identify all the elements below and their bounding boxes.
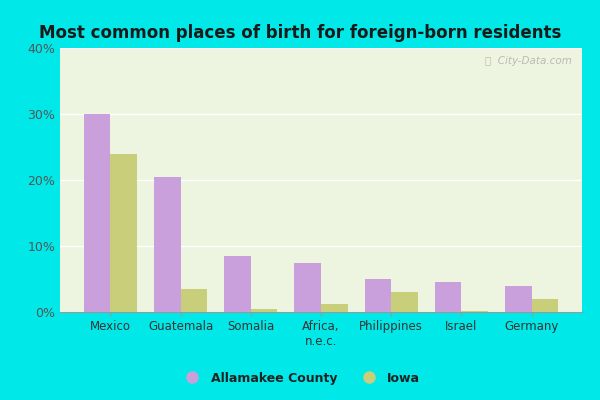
Bar bbox=[461, 311, 488, 312]
Bar bbox=[321, 304, 347, 312]
Bar bbox=[391, 292, 418, 312]
Bar bbox=[154, 177, 181, 312]
Bar bbox=[224, 256, 251, 312]
Bar bbox=[110, 154, 137, 312]
Bar bbox=[84, 114, 110, 312]
Legend: Allamakee County, Iowa: Allamakee County, Iowa bbox=[175, 367, 425, 390]
Text: ⓘ  City-Data.com: ⓘ City-Data.com bbox=[485, 56, 572, 66]
Bar bbox=[435, 282, 461, 312]
Bar bbox=[251, 309, 277, 312]
Bar bbox=[181, 289, 207, 312]
Bar bbox=[295, 262, 321, 312]
Bar bbox=[365, 279, 391, 312]
Bar bbox=[505, 286, 532, 312]
Text: Most common places of birth for foreign-born residents: Most common places of birth for foreign-… bbox=[39, 24, 561, 42]
Bar bbox=[532, 299, 558, 312]
